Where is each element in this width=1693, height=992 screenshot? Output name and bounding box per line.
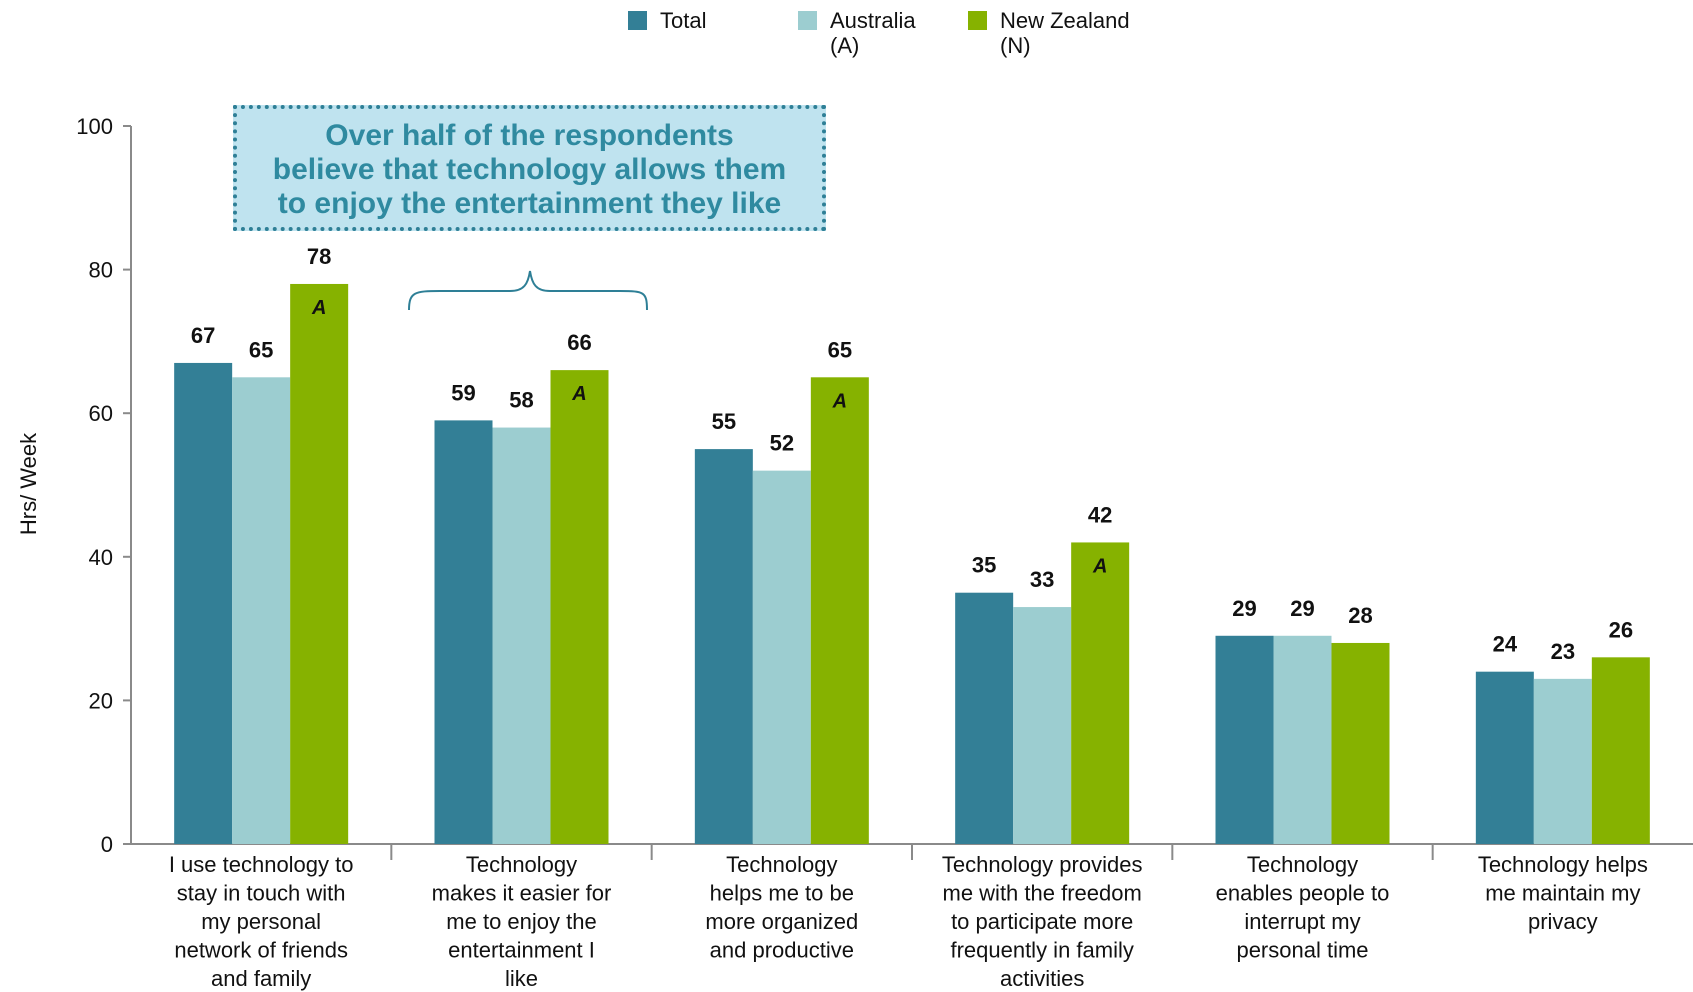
legend-swatch <box>798 11 817 30</box>
legend-item: New Zealand (N) <box>968 8 1168 58</box>
bar-value-label: 29 <box>1232 596 1256 621</box>
axes: 0 20 40 60 80 100 <box>76 114 1693 860</box>
callout-line: Over half of the respondents <box>325 119 734 152</box>
bars: 67 65 78 A 59 58 66 A 55 52 65 A 35 33 42 A 29 29 28 24 23 26 <box>174 244 1650 845</box>
x-tick-label: I use technology to stay in touch with my … <box>169 852 354 991</box>
bar-value-label: 26 <box>1609 617 1633 642</box>
x-tick-labels: I use technology to stay in touch with my … <box>169 852 1648 991</box>
significance-marker: A <box>1092 555 1107 577</box>
bar-value-label: 58 <box>509 388 533 413</box>
x-tick-label: Technology provides me with the freedom to… <box>942 852 1143 991</box>
callout-line: believe that technology allows them <box>272 153 787 186</box>
bar <box>492 427 551 844</box>
significance-marker: A <box>571 383 586 405</box>
bar <box>1273 635 1332 844</box>
significance-marker: A <box>832 390 847 412</box>
bar-value-label: 42 <box>1088 502 1112 527</box>
legend-item: Australia (A) <box>798 8 968 58</box>
y-tick-label: 60 <box>89 401 113 426</box>
bar-value-label: 52 <box>770 431 794 456</box>
bar <box>290 283 349 845</box>
y-tick-label: 0 <box>101 832 113 857</box>
legend-label: Total <box>660 8 707 33</box>
bar <box>694 449 753 844</box>
bar-value-label: 66 <box>567 330 591 355</box>
bar <box>1013 607 1072 844</box>
y-tick-label: 40 <box>89 545 113 570</box>
callout-line: to enjoy the entertainment they like <box>277 187 782 220</box>
bar <box>1591 657 1650 844</box>
bar-value-label: 59 <box>451 380 475 405</box>
bar-value-label: 28 <box>1348 603 1372 628</box>
bar-value-label: 65 <box>249 337 273 362</box>
annotation-brace <box>408 270 648 311</box>
bar <box>752 470 811 844</box>
bar-value-label: 55 <box>712 409 736 434</box>
x-tick-label: Technology helps me to be more organized an… <box>705 852 858 963</box>
x-tick-label: Technology makes it easier for me to enjoy… <box>432 852 612 991</box>
bar <box>434 420 493 844</box>
legend-item: Total <box>628 8 798 58</box>
bar-value-label: 23 <box>1551 639 1575 664</box>
y-tick-label: 80 <box>89 258 113 283</box>
bar <box>232 377 291 844</box>
y-axis-label: Hrs/ Week <box>16 432 41 535</box>
legend-swatch <box>968 11 987 30</box>
significance-marker: A <box>311 297 326 319</box>
bar <box>955 592 1014 844</box>
y-tick-label: 20 <box>89 688 113 713</box>
x-tick-label: Technology enables people to interrupt my p… <box>1216 852 1390 963</box>
legend-swatch <box>628 11 647 30</box>
bar <box>550 370 609 844</box>
x-tick-label: Technology helps me maintain my privacy <box>1478 852 1648 934</box>
y-tick-label: 100 <box>76 114 113 139</box>
bar-value-label: 24 <box>1493 632 1518 657</box>
bar-value-label: 67 <box>191 323 215 348</box>
legend-label: New Zealand (N) <box>1000 8 1130 58</box>
bar-value-label: 35 <box>972 553 996 578</box>
bar <box>1331 642 1390 844</box>
bar-value-label: 78 <box>307 244 331 269</box>
bar <box>174 362 233 844</box>
bar <box>1215 635 1274 844</box>
legend-label: Australia (A) <box>830 8 916 58</box>
legend: Total Australia (A) New Zealand (N) <box>628 8 1168 58</box>
bar <box>1071 542 1130 844</box>
bar <box>1533 678 1592 844</box>
bar-value-label: 33 <box>1030 567 1054 592</box>
annotation-callout: Over half of the respondents believe that… <box>233 105 826 231</box>
bar-value-label: 29 <box>1290 596 1314 621</box>
bar <box>810 377 869 844</box>
bar <box>1475 671 1534 844</box>
bar-value-label: 65 <box>828 337 852 362</box>
